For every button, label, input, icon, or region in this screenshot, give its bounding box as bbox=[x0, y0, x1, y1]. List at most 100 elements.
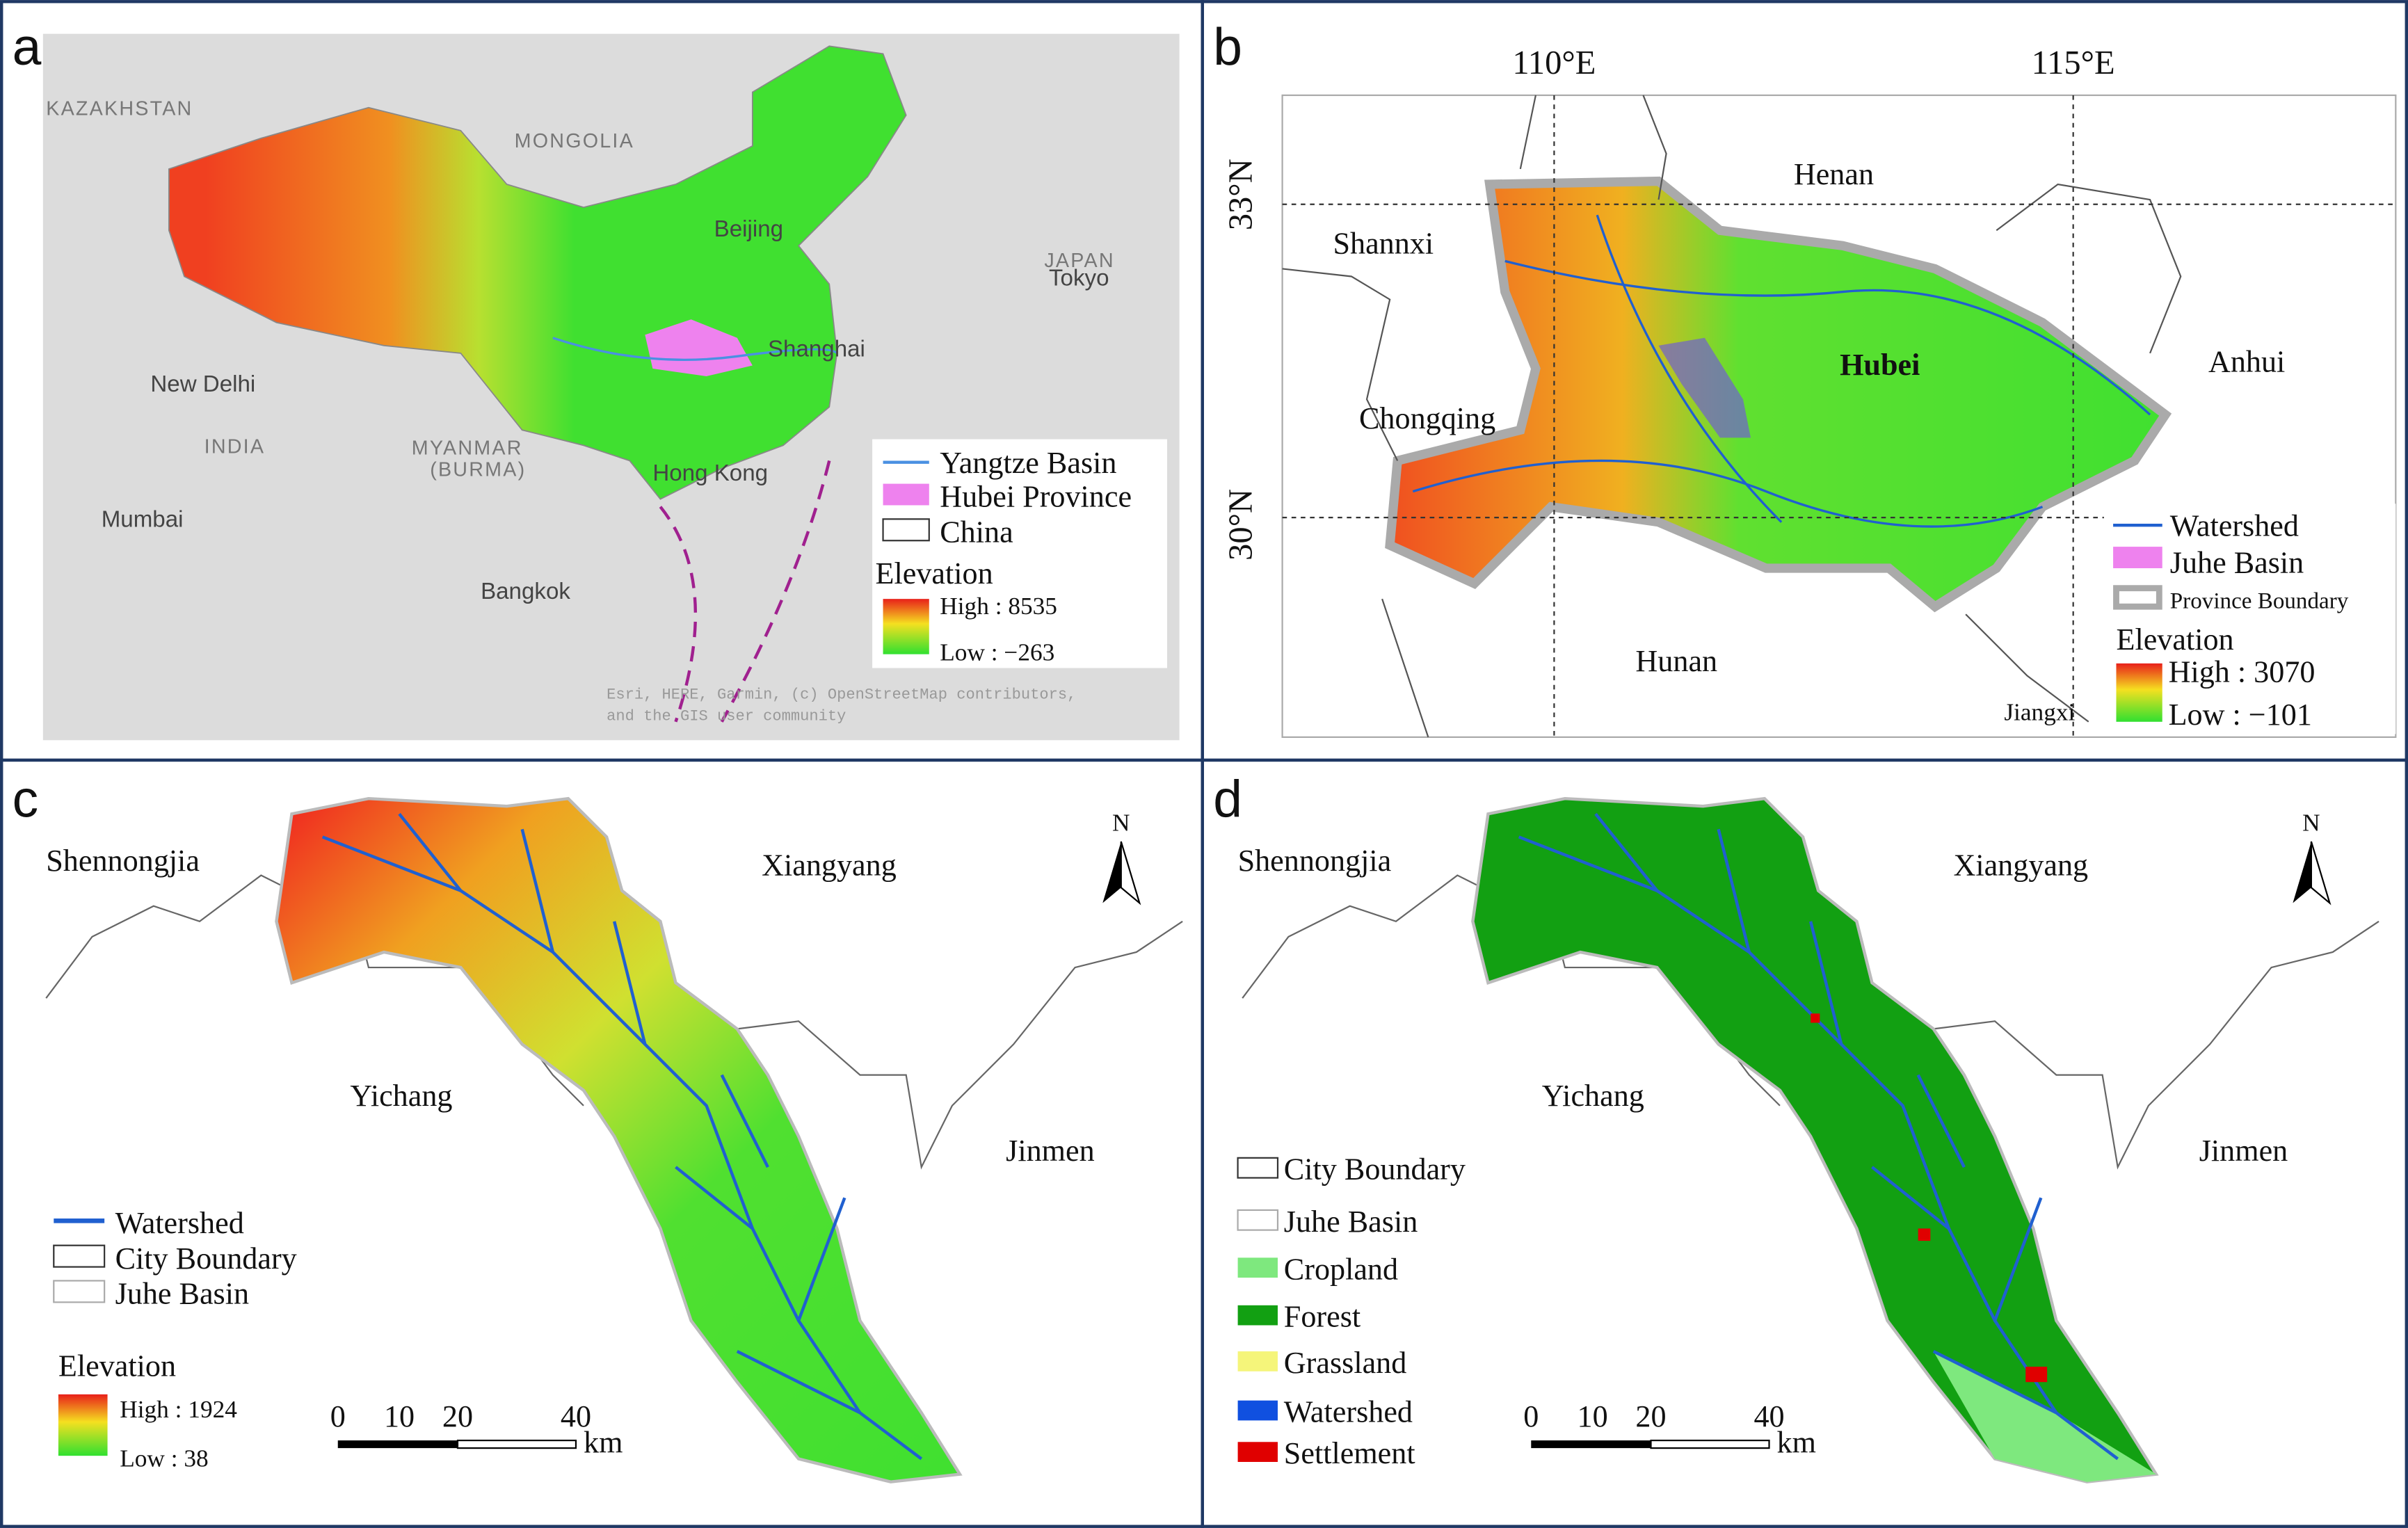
legend-swatch bbox=[882, 518, 930, 542]
legend-label: Watershed bbox=[1284, 1395, 1413, 1429]
place-label: Henan bbox=[1794, 157, 1874, 191]
place-label: Yichang bbox=[1542, 1079, 1644, 1113]
north-arrow bbox=[2293, 841, 2311, 903]
legend-label: Province Boundary bbox=[2170, 588, 2349, 613]
legend-swatch bbox=[53, 1244, 106, 1268]
juhe-basin bbox=[275, 796, 963, 1483]
watershed bbox=[1518, 812, 2119, 1461]
cropland-area bbox=[1933, 1351, 2156, 1482]
legend-label: Grassland bbox=[1284, 1346, 1407, 1380]
province-line bbox=[1282, 95, 2182, 738]
legend-label: Juhe Basin bbox=[115, 1277, 250, 1311]
legend-label: High : 3070 bbox=[2169, 654, 2315, 689]
legend-label: Yangtze Basin bbox=[940, 446, 1116, 480]
place-label: Hubei bbox=[1840, 348, 1920, 382]
place-label: New Delhi bbox=[150, 371, 255, 397]
place-label: Bangkok bbox=[481, 579, 570, 604]
north-label: N bbox=[2302, 810, 2320, 837]
place-label: Yichang bbox=[350, 1079, 452, 1113]
scale-label: 0 bbox=[330, 1399, 346, 1433]
legend-title: Elevation bbox=[58, 1349, 176, 1383]
place-label: Jiangxi bbox=[2004, 699, 2075, 726]
panel-letter: c bbox=[13, 770, 39, 828]
hubei-province bbox=[645, 319, 753, 377]
legend-title: Elevation bbox=[2116, 622, 2233, 657]
scale-label: 10 bbox=[1578, 1399, 1608, 1433]
settlement bbox=[1918, 1228, 1931, 1241]
legend-swatch bbox=[2113, 585, 2162, 610]
legend-label: Forest bbox=[1284, 1300, 1360, 1334]
scale-label: 20 bbox=[442, 1399, 473, 1433]
legend-label: High : 8535 bbox=[940, 593, 1057, 620]
place-label: Anhui bbox=[2208, 344, 2285, 378]
place-label: Hong Kong bbox=[652, 460, 768, 486]
legend-label: High : 1924 bbox=[120, 1396, 237, 1423]
scale-label: 40 bbox=[561, 1399, 591, 1433]
legend-label: Watershed bbox=[115, 1206, 244, 1240]
settlement bbox=[2025, 1367, 2048, 1383]
scale-label: 10 bbox=[384, 1399, 415, 1433]
place-label: Xiangyang bbox=[1953, 849, 2088, 883]
legend-swatch bbox=[1237, 1209, 1279, 1231]
legend-swatch bbox=[1237, 1257, 1278, 1278]
legend-label: Watershed bbox=[2170, 509, 2299, 543]
scale-label: km bbox=[1777, 1426, 1816, 1460]
place-label: Beijing bbox=[714, 216, 783, 242]
north-arrow bbox=[2310, 841, 2331, 906]
scale-bar bbox=[456, 1439, 577, 1449]
legend-label: China bbox=[940, 515, 1013, 549]
place-label: MYANMAR bbox=[412, 437, 523, 460]
legend-swatch bbox=[883, 483, 929, 506]
place-label: MONGOLIA bbox=[515, 130, 634, 152]
place-label: Shennongjia bbox=[46, 844, 200, 878]
panel-letter: b bbox=[1213, 17, 1242, 76]
lat-label: 30°N bbox=[1221, 489, 1259, 561]
place-label: INDIA bbox=[204, 435, 266, 458]
scale-bar bbox=[1531, 1440, 1651, 1449]
legend-swatch bbox=[1237, 1351, 1278, 1372]
juhe-basin bbox=[1658, 337, 1751, 438]
legend-label: City Boundary bbox=[115, 1241, 297, 1276]
place-label: JAPAN bbox=[1044, 250, 1114, 272]
scale-label: km bbox=[584, 1426, 623, 1460]
legend-label: Low : −263 bbox=[940, 638, 1054, 666]
panel-letter: d bbox=[1213, 770, 1242, 828]
north-arrow bbox=[1120, 841, 1141, 906]
place-label: Jinmen bbox=[1006, 1134, 1095, 1168]
north-arrow bbox=[1102, 841, 1121, 903]
legend-label: Settlement bbox=[1284, 1436, 1415, 1470]
place-label: Shannxi bbox=[1333, 226, 1434, 260]
legend-label: Cropland bbox=[1284, 1252, 1398, 1286]
legend-swatch bbox=[1237, 1157, 1279, 1179]
place-label: (BURMA) bbox=[430, 459, 526, 481]
scale-bar bbox=[1650, 1439, 1770, 1449]
place-label: Chongqing bbox=[1359, 401, 1495, 435]
place-label: Hunan bbox=[1635, 644, 1717, 678]
legend-label: City Boundary bbox=[1284, 1152, 1466, 1187]
legend-label: Low : 38 bbox=[120, 1445, 209, 1472]
settlement bbox=[1811, 1013, 1820, 1023]
scale-bar bbox=[337, 1440, 458, 1449]
china-elevation bbox=[168, 45, 907, 500]
elevation-ramp bbox=[883, 599, 929, 654]
yangtze-basin bbox=[552, 337, 838, 361]
lat-label: 33°N bbox=[1221, 159, 1259, 230]
legend-swatch bbox=[53, 1280, 106, 1303]
elevation-ramp bbox=[2116, 663, 2162, 722]
lon-label: 115°E bbox=[2032, 44, 2115, 81]
panel-d-map bbox=[1242, 796, 2379, 1483]
lon-label: 110°E bbox=[1512, 44, 1596, 81]
hubei-elevation bbox=[1385, 176, 2172, 613]
place-label: Jinmen bbox=[2199, 1134, 2288, 1168]
scale-label: 40 bbox=[1753, 1399, 1784, 1433]
attribution: Esri, HERE, Garmin, (c) OpenStreetMap co… bbox=[607, 686, 1076, 704]
dash-line bbox=[659, 460, 831, 723]
north-label: N bbox=[1112, 810, 1130, 837]
legend-label: Juhe Basin bbox=[1284, 1205, 1418, 1239]
place-label: Xiangyang bbox=[762, 849, 897, 883]
attribution: and the GIS user community bbox=[607, 708, 846, 725]
elevation-ramp bbox=[58, 1394, 108, 1456]
place-label: Shanghai bbox=[768, 336, 865, 362]
